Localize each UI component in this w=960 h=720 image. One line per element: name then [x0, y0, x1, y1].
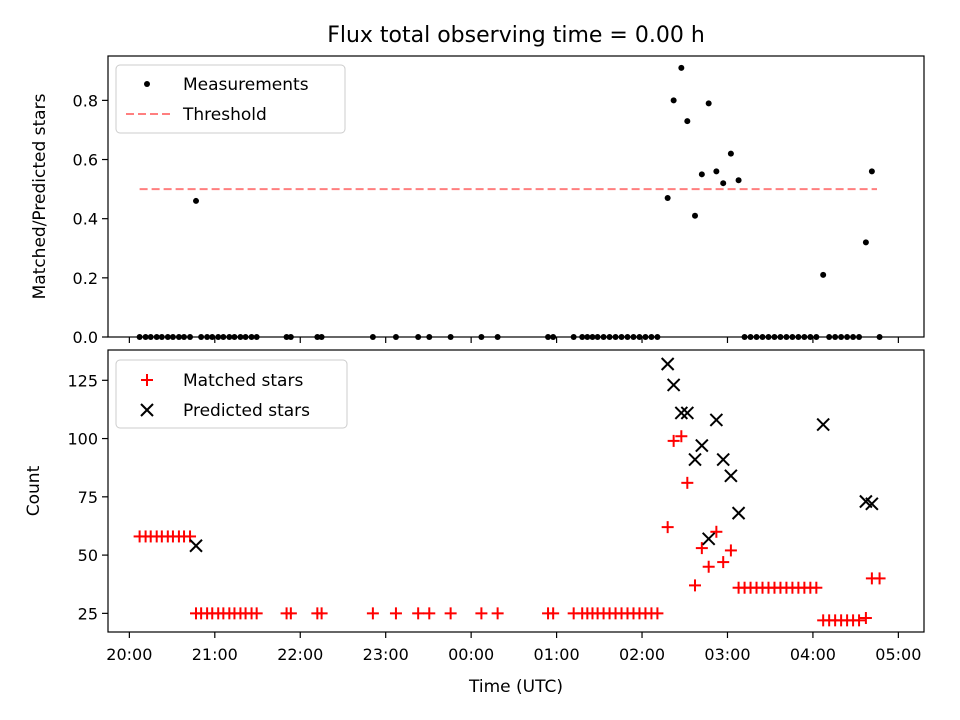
predicted-star-point	[701, 532, 716, 546]
predicted-star-point	[189, 539, 203, 553]
matched-star-point	[491, 607, 504, 620]
matched-star-point	[717, 556, 730, 569]
legend-predicted-label: Predicted stars	[183, 401, 310, 421]
bottom-y-tick-label: 50	[78, 546, 98, 565]
matched-star-point	[859, 612, 872, 625]
predicted-star-point	[724, 469, 738, 483]
top-y-axis-label: Matched/Predicted stars	[30, 93, 50, 299]
predicted-star-point	[716, 452, 730, 467]
measurement-point	[862, 239, 869, 246]
predicted-star-point	[709, 413, 724, 427]
matched-star-point	[389, 607, 402, 620]
predicted-star-point	[680, 406, 695, 420]
x-tick-label: 02:00	[619, 645, 665, 664]
x-tick-label: 22:00	[277, 645, 323, 664]
legend-predicted-marker	[140, 403, 154, 417]
matched-star-point	[710, 525, 723, 538]
predicted-star-point	[660, 357, 675, 371]
matched-star-point	[475, 607, 488, 620]
bottom-axis-ticks: 25 50 75 100 125 20:00 21:00 22:00 23:00 00:00 01:…	[67, 371, 921, 664]
measurement-point	[664, 194, 671, 201]
top-axes-frame	[107, 55, 925, 338]
matched-star-point	[873, 572, 886, 585]
measurement-point	[713, 168, 720, 175]
matched-star-point	[366, 607, 379, 620]
matched-star-point	[724, 544, 737, 557]
matched-star-point	[444, 607, 457, 620]
top-y-tick-label: 0.2	[73, 269, 98, 288]
predicted-star-point	[674, 406, 689, 420]
legend-matched-marker	[141, 374, 153, 386]
predicted-star-point	[731, 506, 746, 520]
matched-star-point	[689, 579, 702, 592]
measurement-point	[820, 271, 827, 278]
legend-measurements-label: Measurements	[183, 75, 309, 95]
top-y-tick-label: 0.6	[73, 151, 98, 170]
matched-star-point	[695, 542, 708, 555]
matched-star-point	[810, 581, 823, 594]
matched-star-point	[667, 434, 680, 447]
bottom-legend-frame	[115, 359, 348, 429]
measurement-point	[670, 97, 677, 104]
matched-star-point	[675, 430, 688, 443]
x-tick-label: 01:00	[534, 645, 580, 664]
measurement-point	[698, 171, 705, 178]
x-tick-label: 23:00	[363, 645, 409, 664]
bottom-y-tick-label: 25	[78, 604, 98, 623]
bottom-y-axis-label: Count	[24, 465, 44, 516]
top-panel-measurements: 0.00.20.40.60.8 Matched/Predicted stars …	[30, 55, 925, 347]
matched-star-point	[315, 607, 328, 620]
top-y-tick-label: 0.4	[73, 210, 98, 229]
predicted-star-point	[695, 438, 709, 453]
top-y-tick-label: 0.0	[73, 328, 98, 347]
predicted-star-point	[865, 497, 879, 511]
predicted-star-point	[666, 378, 681, 392]
chart-title: Flux total observing time = 0.00 h	[327, 23, 705, 48]
measurement-point	[692, 212, 699, 219]
measurement-point	[735, 177, 742, 184]
legend-threshold-label: Threshold	[182, 105, 267, 125]
measurement-point	[193, 197, 200, 204]
matched-star-point	[651, 607, 664, 620]
measurement-point	[705, 100, 712, 107]
measurement-point	[720, 180, 727, 187]
top-legend-frame	[115, 64, 346, 134]
predicted-stars-points	[189, 357, 879, 553]
matched-stars-points	[133, 430, 886, 627]
legend-measurements-marker	[144, 81, 150, 87]
bottom-panel-counts: 25 50 75 100 125 20:00 21:00 22:00 23:00 00:00 01:…	[24, 349, 925, 697]
matched-star-point	[702, 560, 715, 573]
bottom-y-tick-label: 100	[67, 430, 98, 449]
matched-star-point	[681, 476, 694, 489]
x-tick-label: 21:00	[192, 645, 238, 664]
x-tick-label: 20:00	[106, 645, 152, 664]
bottom-legend: Matched stars Predicted stars	[115, 359, 348, 429]
measurement-point	[678, 64, 685, 71]
matched-star-point	[250, 607, 263, 620]
x-tick-label: 04:00	[790, 645, 836, 664]
top-y-tick-label: 0.8	[73, 91, 98, 110]
bottom-y-tick-label: 75	[78, 488, 98, 507]
matched-star-point	[412, 607, 425, 620]
x-axis-label: Time (UTC)	[468, 677, 563, 697]
predicted-star-point	[816, 417, 830, 432]
top-legend: Measurements Threshold	[115, 64, 346, 134]
measurement-point	[868, 168, 875, 175]
x-tick-label: 00:00	[448, 645, 494, 664]
top-axis-ticks: 0.0 0.2 0.4 0.6 0.8	[73, 91, 899, 347]
measurement-point	[727, 150, 734, 157]
bottom-axes-frame	[107, 349, 925, 633]
matched-star-point	[661, 521, 674, 534]
matched-star-point	[423, 607, 436, 620]
measurement-point	[684, 118, 691, 125]
legend-matched-label: Matched stars	[183, 371, 303, 391]
bottom-y-tick-label: 125	[67, 371, 98, 390]
matched-star-point	[853, 614, 866, 627]
x-tick-label: 03:00	[704, 645, 750, 664]
matched-star-point	[547, 607, 560, 620]
matched-star-point	[284, 607, 297, 620]
predicted-star-point	[688, 452, 702, 467]
x-tick-label: 05:00	[875, 645, 921, 664]
